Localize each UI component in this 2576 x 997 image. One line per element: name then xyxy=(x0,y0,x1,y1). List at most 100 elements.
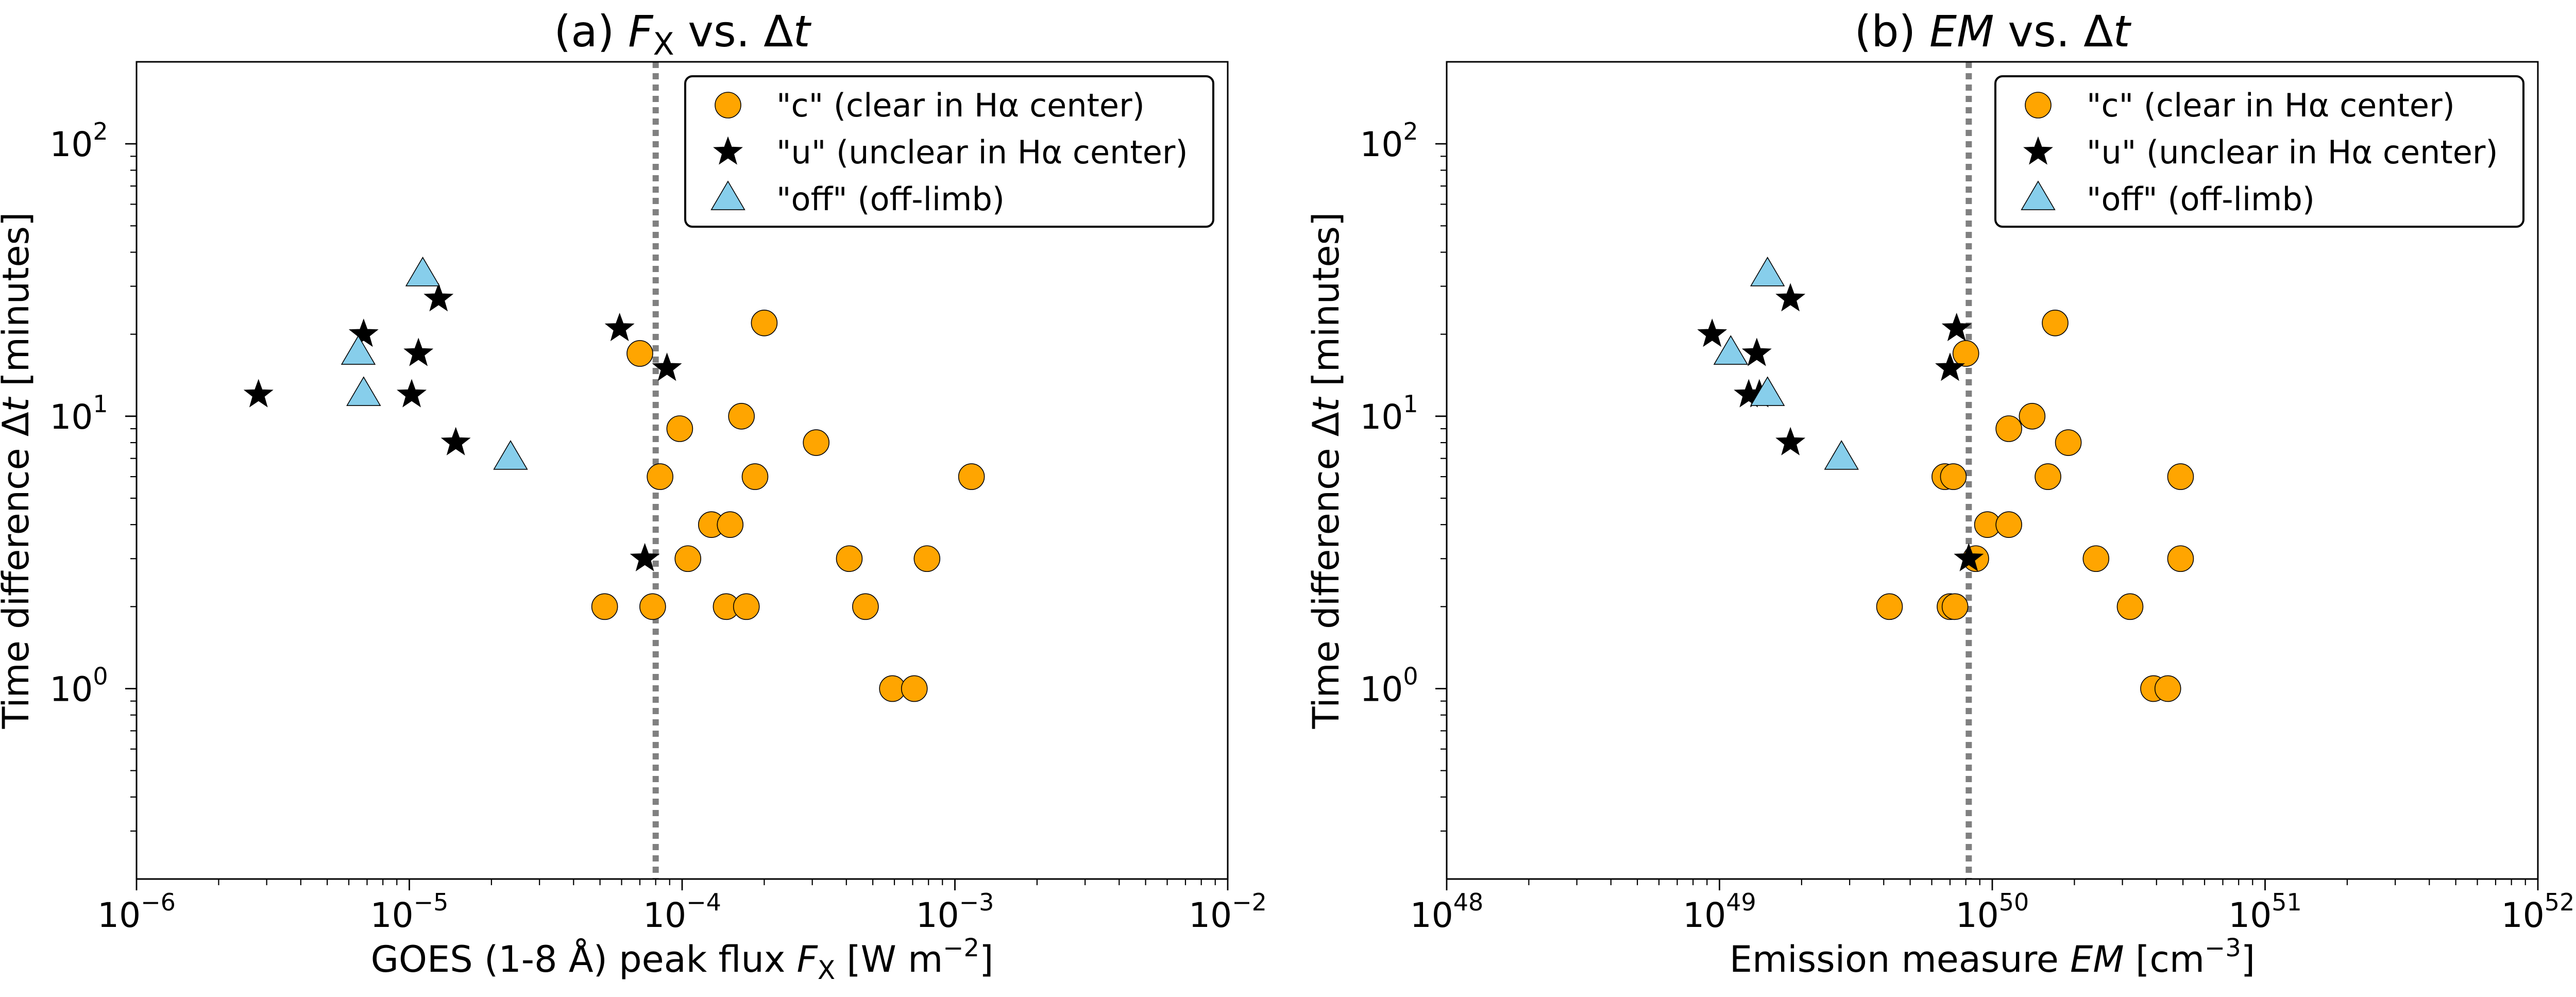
legend-label: "u" (unclear in Hα center) xyxy=(2087,133,2498,171)
data-point-circle xyxy=(626,340,653,367)
data-point-triangle xyxy=(1750,376,1785,406)
data-point-star xyxy=(652,352,682,381)
x-tick-label: 1048 xyxy=(1410,888,1484,935)
legend-label: "off" (off-limb) xyxy=(2087,180,2315,218)
data-point-circle xyxy=(751,309,778,336)
data-point-circle xyxy=(2019,403,2046,430)
data-point-circle xyxy=(728,403,755,430)
legend-box xyxy=(1994,75,2524,228)
data-point-circle xyxy=(639,593,666,620)
data-point-star xyxy=(1775,427,1806,455)
data-point-circle xyxy=(2167,545,2194,572)
data-point-circle xyxy=(2154,675,2181,702)
data-point-circle xyxy=(1952,340,1979,367)
x-tick-label: 1051 xyxy=(2228,888,2302,935)
data-point-star xyxy=(1741,337,1772,366)
x-tick-label: 1050 xyxy=(1956,888,2029,935)
data-point-triangle xyxy=(346,376,381,406)
axes-frame xyxy=(135,61,1229,880)
data-point-triangle xyxy=(1824,440,1859,470)
legend-marker-circle xyxy=(715,92,741,119)
data-point-circle xyxy=(803,429,829,456)
data-point-circle xyxy=(2116,593,2144,620)
series-circle xyxy=(1876,309,2194,702)
data-point-star xyxy=(440,427,471,455)
data-point-star xyxy=(243,379,274,408)
y-tick-label: 102 xyxy=(1360,117,1418,164)
data-point-circle xyxy=(913,545,941,572)
data-point-circle xyxy=(901,675,928,702)
x-tick-label: 10−6 xyxy=(97,888,176,935)
data-point-star xyxy=(1697,318,1727,347)
data-point-circle xyxy=(733,593,760,620)
series-triangle xyxy=(1713,257,1859,470)
data-point-star xyxy=(604,313,635,342)
legend-label: "off" (off-limb) xyxy=(776,180,1005,218)
data-point-circle xyxy=(852,593,879,620)
x-axis-label: GOES (1-8 Å) peak flux FX [W m−2] xyxy=(371,934,994,985)
data-point-star xyxy=(1954,543,1984,571)
series-star xyxy=(1697,283,1984,571)
chart-title: (a) FX vs. Δt xyxy=(554,6,811,62)
x-tick-label: 1049 xyxy=(1683,888,1756,935)
data-point-triangle xyxy=(341,335,376,365)
legend: "c" (clear in Hα center) "u" (unclear in … xyxy=(684,75,1214,228)
legend-label: "c" (clear in Hα center) xyxy=(2087,87,2455,124)
series-circle xyxy=(591,309,985,702)
data-point-star xyxy=(630,543,660,571)
data-point-circle xyxy=(1940,463,1967,490)
legend-label: "c" (clear in Hα center) xyxy=(776,87,1145,124)
y-axis-label: Time difference Δt [minutes] xyxy=(0,212,37,730)
data-point-circle xyxy=(958,463,985,490)
legend-marker-triangle xyxy=(2021,180,2056,210)
y-tick-label: 100 xyxy=(49,662,108,709)
data-point-star xyxy=(397,379,427,408)
data-point-triangle xyxy=(405,257,440,286)
data-point-circle xyxy=(717,511,744,538)
legend-label: "u" (unclear in Hα center) xyxy=(776,133,1188,171)
legend-marker-star xyxy=(2023,136,2053,165)
data-point-star xyxy=(403,337,434,366)
x-axis-label: Emission measure EM [cm−3] xyxy=(1730,934,2255,981)
data-point-star xyxy=(1935,352,1965,381)
legend: "c" (clear in Hα center) "u" (unclear in … xyxy=(1994,75,2524,228)
legend-marker-star xyxy=(713,136,743,165)
data-point-circle xyxy=(2042,309,2069,336)
series-triangle xyxy=(341,257,528,470)
data-point-circle xyxy=(666,415,693,442)
data-point-star xyxy=(423,283,454,312)
data-point-circle xyxy=(741,463,769,490)
y-axis-label: Time difference Δt [minutes] xyxy=(1305,212,1347,730)
data-point-circle xyxy=(1995,511,2022,538)
data-point-circle xyxy=(2082,545,2110,572)
legend-marker-triangle xyxy=(710,180,745,210)
data-point-circle xyxy=(674,545,702,572)
y-tick-label: 101 xyxy=(49,390,108,437)
x-tick-label: 10−3 xyxy=(916,888,994,935)
data-point-star xyxy=(1775,283,1806,312)
data-point-circle xyxy=(1876,593,1903,620)
data-point-triangle xyxy=(1750,257,1785,286)
data-point-star xyxy=(348,318,379,347)
y-tick-label: 102 xyxy=(49,117,108,164)
y-tick-label: 101 xyxy=(1360,390,1418,437)
y-tick-label: 100 xyxy=(1360,662,1418,709)
data-point-circle xyxy=(1995,415,2022,442)
data-point-triangle xyxy=(493,440,528,470)
data-point-star xyxy=(1941,313,1972,342)
panel-b: 1048 1049 1050 1051 1052 100 101 102 (b) EM vs. … xyxy=(1305,6,2574,981)
chart-title: (b) EM vs. Δt xyxy=(1854,6,2131,57)
panel-a: 10−6 10−5 10−4 10−3 10−2 100 101 102 (a) FX vs. … xyxy=(0,6,1267,985)
data-point-circle xyxy=(591,593,618,620)
series-star xyxy=(243,283,682,571)
x-tick-label: 10−2 xyxy=(1189,888,1267,935)
axes-frame xyxy=(1446,61,2539,880)
legend-marker-circle xyxy=(2025,92,2052,119)
x-tick-label: 10−5 xyxy=(370,888,449,935)
data-point-circle xyxy=(2035,463,2061,490)
data-point-triangle xyxy=(1713,335,1749,365)
x-tick-label: 10−4 xyxy=(643,888,721,935)
x-tick-label: 1052 xyxy=(2501,888,2575,935)
data-point-circle xyxy=(647,463,673,490)
data-point-circle xyxy=(2167,463,2194,490)
